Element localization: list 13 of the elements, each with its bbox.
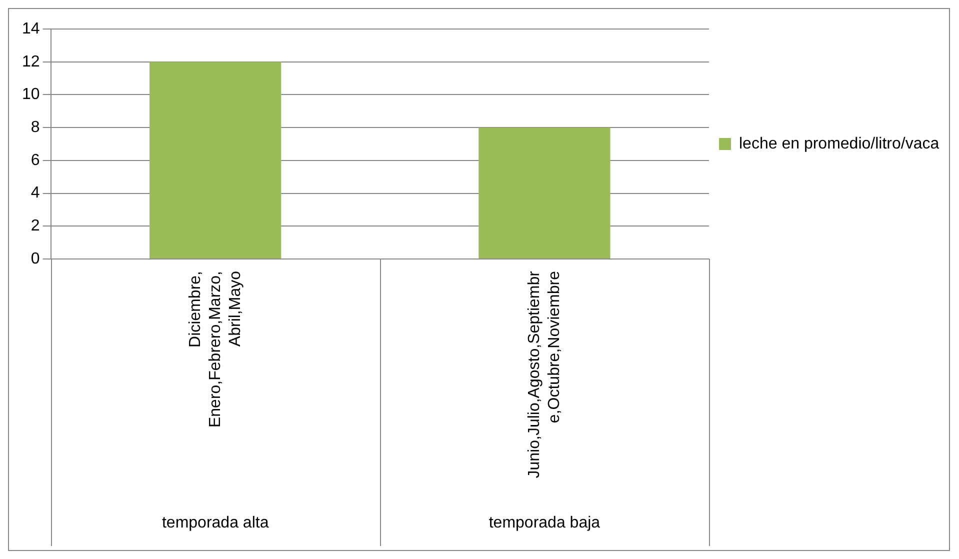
- y-tick-label: 2: [30, 218, 40, 235]
- y-tick-label: 10: [22, 86, 40, 104]
- y-tick-label: 14: [22, 20, 40, 38]
- text: temporada alta: [162, 514, 269, 532]
- y-tick-label: 6: [30, 152, 40, 169]
- y-tick-label: 0: [30, 250, 40, 268]
- y-tick-label: 8: [30, 118, 40, 136]
- x-tick-label: Junio,Julio,Agosto,Septiembre,Octubre,Noviembre: [526, 270, 563, 478]
- legend-label: leche en promedio/litro/vaca: [739, 135, 940, 152]
- x-tick-label: Diciembre, Enero,Febrero,Marzo, Abril,Mayo: [186, 270, 244, 428]
- y-tick-label: 12: [22, 53, 40, 70]
- text: temporada baja: [488, 514, 600, 532]
- y-tick-label: 4: [30, 184, 40, 202]
